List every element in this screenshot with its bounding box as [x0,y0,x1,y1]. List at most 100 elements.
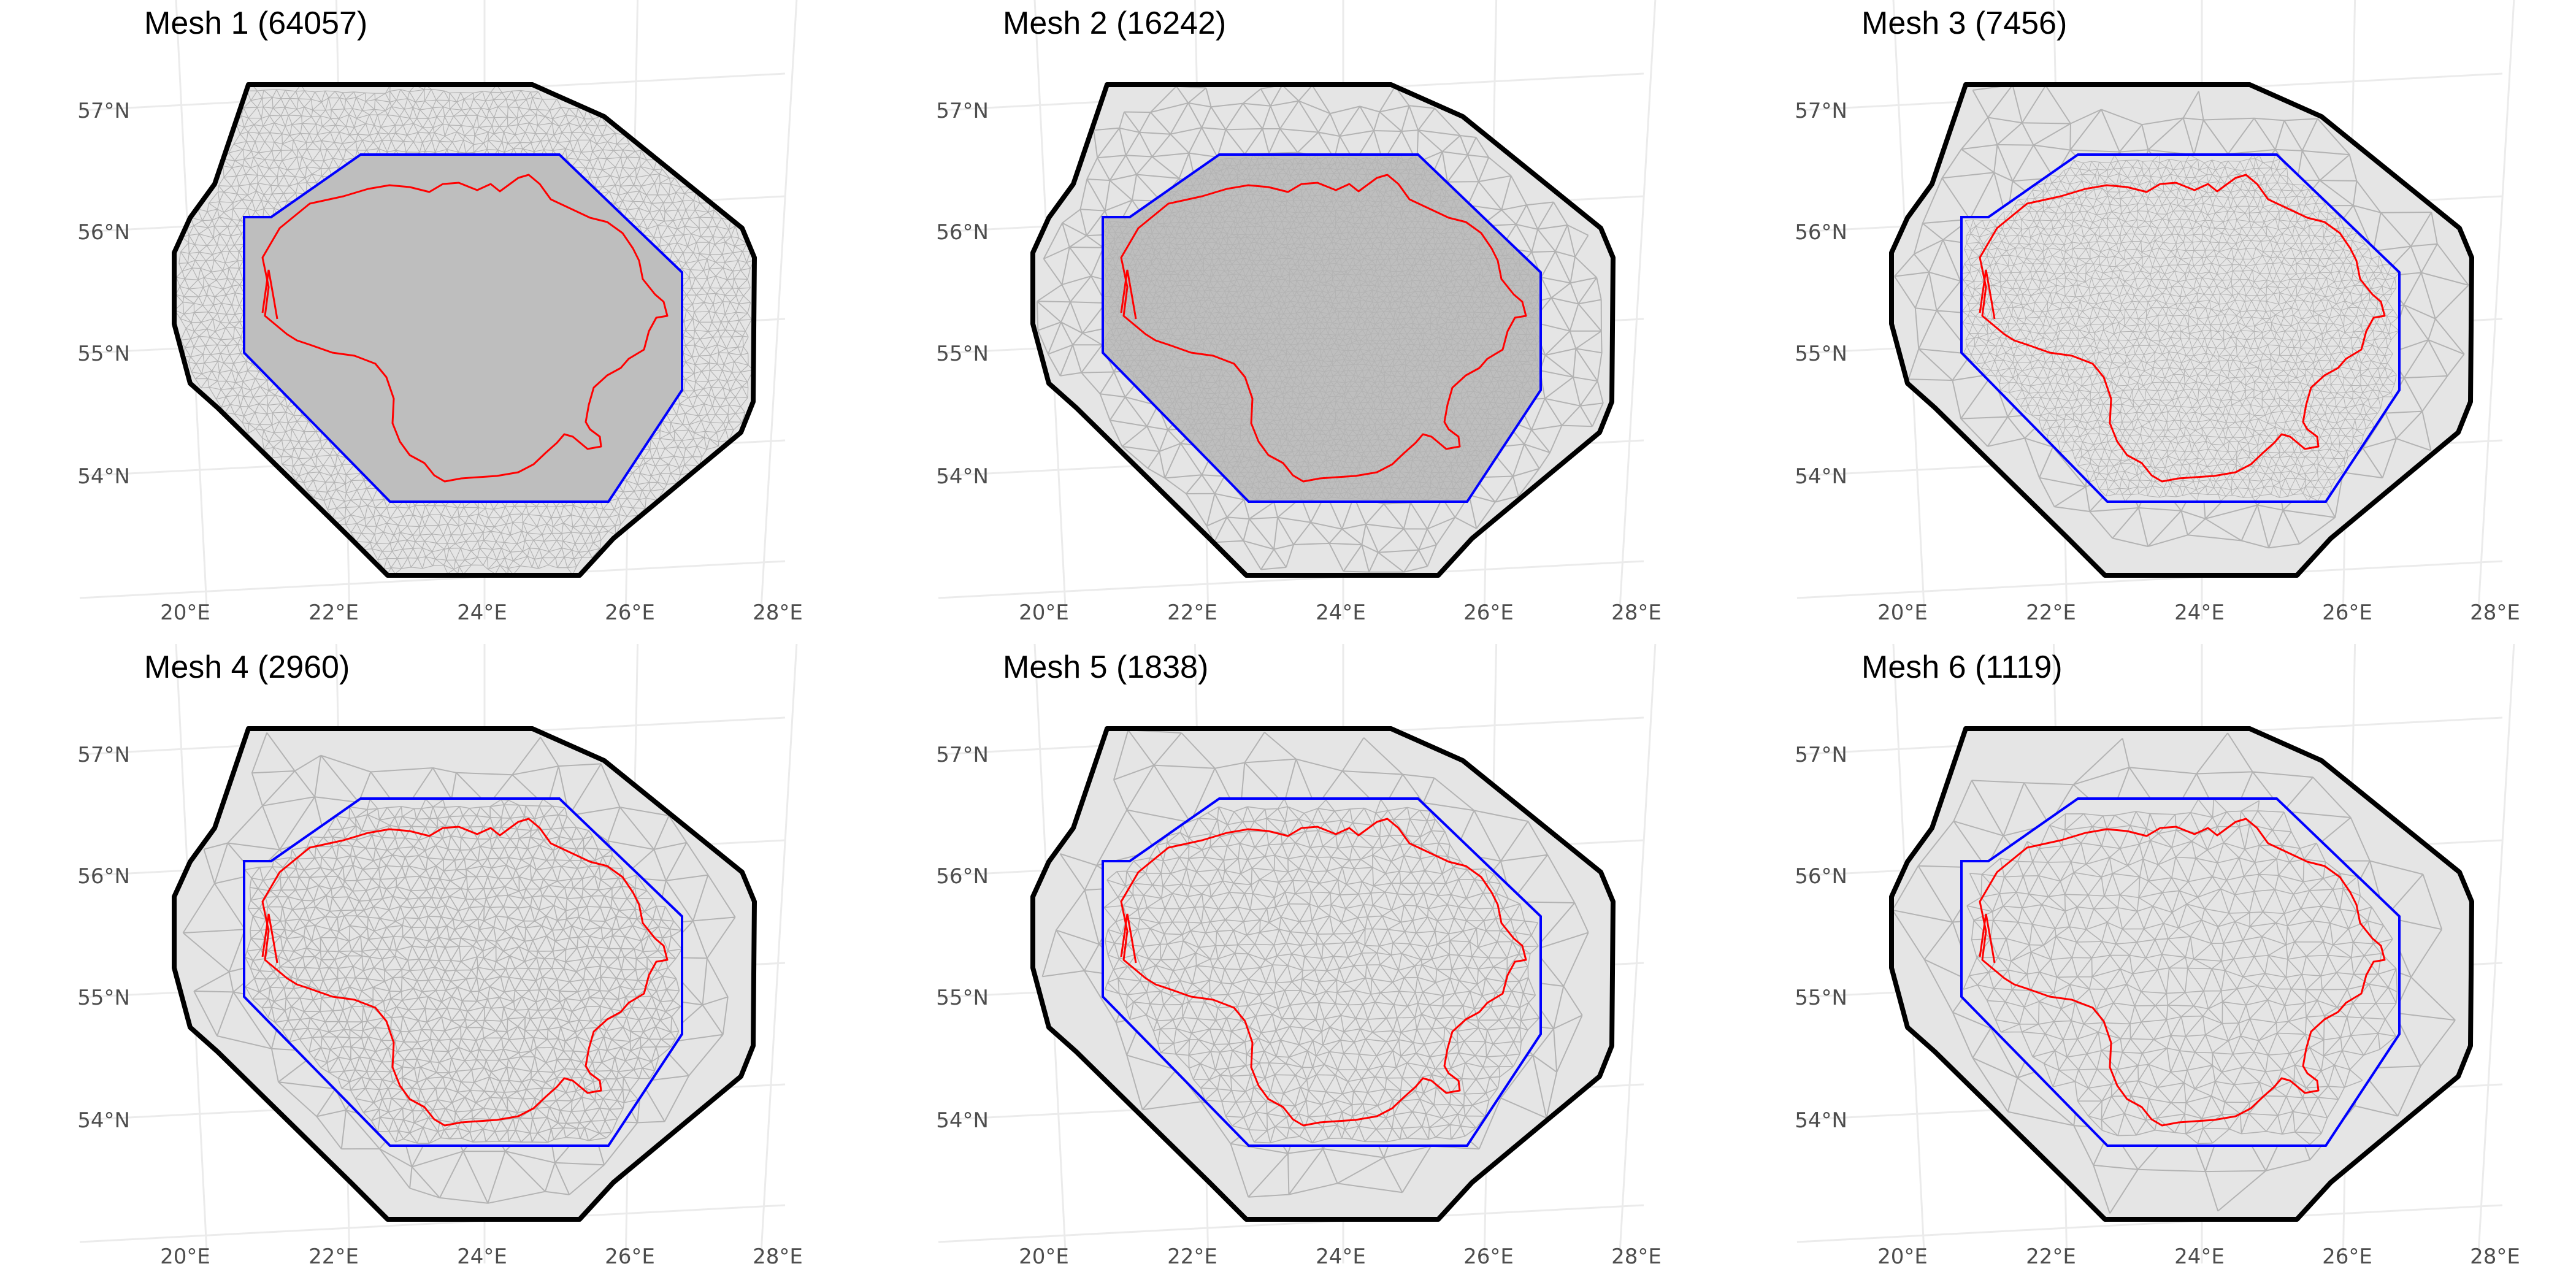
y-tick-label: 54°N [936,464,989,489]
panel-title: Mesh 4 (2960) [144,650,350,685]
graticule-line [938,1204,1644,1243]
y-tick-label: 57°N [77,99,130,123]
panel-title: Mesh 3 (7456) [1861,6,2068,41]
x-tick-label: 24°E [1316,1244,1366,1269]
outer-boundary [1889,726,2474,1222]
outer-boundary [172,726,757,1222]
coastal-spit [1979,269,1996,320]
y-tick-label: 54°N [1795,464,1847,489]
x-tick-label: 22°E [309,600,359,625]
graticule-line [1618,0,1657,620]
y-tick-label: 55°N [1795,986,1847,1010]
graticule-line [759,644,798,1264]
mesh-dense-region [244,155,682,502]
x-tick-label: 22°E [309,1244,359,1269]
x-tick-label: 26°E [1463,1244,1514,1269]
inner-boundary [1102,153,1542,503]
y-tick-label: 57°N [1795,99,1847,123]
y-tick-label: 56°N [1795,220,1847,245]
mesh-triangulation [1036,85,1604,573]
x-tick-label: 24°E [1316,600,1366,625]
mesh-inner-fill [1961,799,2399,1146]
x-tick-label: 20°E [1019,1244,1069,1269]
graticule-line [938,560,1644,599]
x-tick-label: 24°E [2174,1244,2225,1269]
y-tick-label: 55°N [77,342,130,366]
y-tick-label: 56°N [936,220,989,245]
y-tick-label: 56°N [1795,864,1847,889]
x-tick-label: 22°E [1167,600,1217,625]
graticule-line [79,1204,786,1243]
coastal-spit [1120,913,1137,964]
mesh-panel-4: 20°E 22°E 24°E 26°E 28°E 57°N 56°N 55°N 54°N Mesh… [0,644,859,1288]
country-border [1120,174,1527,483]
coastal-spit [1120,269,1137,320]
y-tick-label: 55°N [936,986,989,1010]
y-tick-label: 56°N [77,220,130,245]
mesh-panel-3: 20°E 22°E 24°E 26°E 28°E 57°N 56°N 55°N 54°N Mesh… [1717,0,2576,644]
mesh-map-2: 20°E 22°E 24°E 26°E 28°E 57°N 56°N 55°N 54°N [936,0,1662,625]
x-tick-label: 28°E [753,600,803,625]
mesh-edges-inner [1103,798,1540,1144]
x-tick-label: 20°E [1877,600,1928,625]
y-tick-label: 56°N [77,864,130,889]
graticule-line [1796,1204,2503,1243]
x-tick-label: 26°E [2322,600,2372,625]
mesh-map-1: 20°E 22°E 24°E 26°E 28°E 57°N 56°N 55°N 54°N [77,0,803,625]
outer-boundary [1030,82,1616,578]
y-tick-label: 55°N [936,342,989,366]
coastal-spit [261,913,278,964]
mesh-triangulation [1892,732,2456,1214]
mesh-map-3: 20°E 22°E 24°E 26°E 28°E 57°N 56°N 55°N 54°N [1795,0,2520,625]
inner-boundary [1960,797,2401,1147]
graticule-line [759,0,798,620]
mesh-map-6: 20°E 22°E 24°E 26°E 28°E 57°N 56°N 55°N 54°N [1795,644,2520,1269]
x-tick-label: 28°E [2470,1244,2520,1269]
mesh-panel-1: 20°E 22°E 24°E 26°E 28°E 57°N 56°N 55°N 54°N Mesh… [0,0,859,644]
x-tick-label: 22°E [2026,1244,2076,1269]
country-border [1979,818,2386,1127]
x-tick-label: 26°E [1463,600,1514,625]
mesh-panel-5: 20°E 22°E 24°E 26°E 28°E 57°N 56°N 55°N 54°N Mesh… [859,644,1717,1288]
x-tick-label: 20°E [160,1244,210,1269]
y-tick-label: 57°N [1795,743,1847,767]
x-tick-label: 26°E [2322,1244,2372,1269]
inner-boundary [243,797,683,1147]
y-tick-label: 54°N [936,1108,989,1133]
y-tick-label: 55°N [77,986,130,1010]
mesh-map-5: 20°E 22°E 24°E 26°E 28°E 57°N 56°N 55°N 54°N [936,644,1662,1269]
inner-boundary [243,153,683,503]
x-tick-label: 22°E [1167,1244,1217,1269]
y-tick-label: 55°N [1795,342,1847,366]
country-border [261,174,669,483]
x-tick-label: 24°E [457,1244,507,1269]
graticule-line [1618,644,1657,1264]
x-tick-label: 24°E [2174,600,2225,625]
mesh-map-4: 20°E 22°E 24°E 26°E 28°E 57°N 56°N 55°N 54°N [77,644,803,1269]
country-border [1979,174,2386,483]
graticule-line [2477,0,2515,620]
y-tick-label: 57°N [77,743,130,767]
x-tick-label: 20°E [1019,600,1069,625]
x-tick-label: 26°E [605,1244,655,1269]
y-tick-label: 57°N [936,743,989,767]
mesh-panel-6: 20°E 22°E 24°E 26°E 28°E 57°N 56°N 55°N 54°N Mesh… [1717,644,2576,1288]
mesh-triangulation [174,85,754,575]
y-tick-label: 57°N [936,99,989,123]
x-tick-label: 24°E [457,600,507,625]
y-tick-label: 56°N [936,864,989,889]
panel-title: Mesh 6 (1119) [1861,650,2063,685]
x-tick-label: 22°E [2026,600,2076,625]
outer-boundary [1889,82,2474,578]
y-tick-label: 54°N [1795,1108,1847,1133]
x-tick-label: 20°E [1877,1244,1928,1269]
graticule-line [1796,560,2503,599]
country-border [261,818,669,1127]
panel-title: Mesh 5 (1838) [1003,650,1209,685]
y-tick-label: 54°N [77,1108,130,1133]
x-tick-label: 26°E [605,600,655,625]
inner-boundary [1102,797,1542,1147]
x-tick-label: 20°E [160,600,210,625]
inner-boundary [1960,153,2401,503]
